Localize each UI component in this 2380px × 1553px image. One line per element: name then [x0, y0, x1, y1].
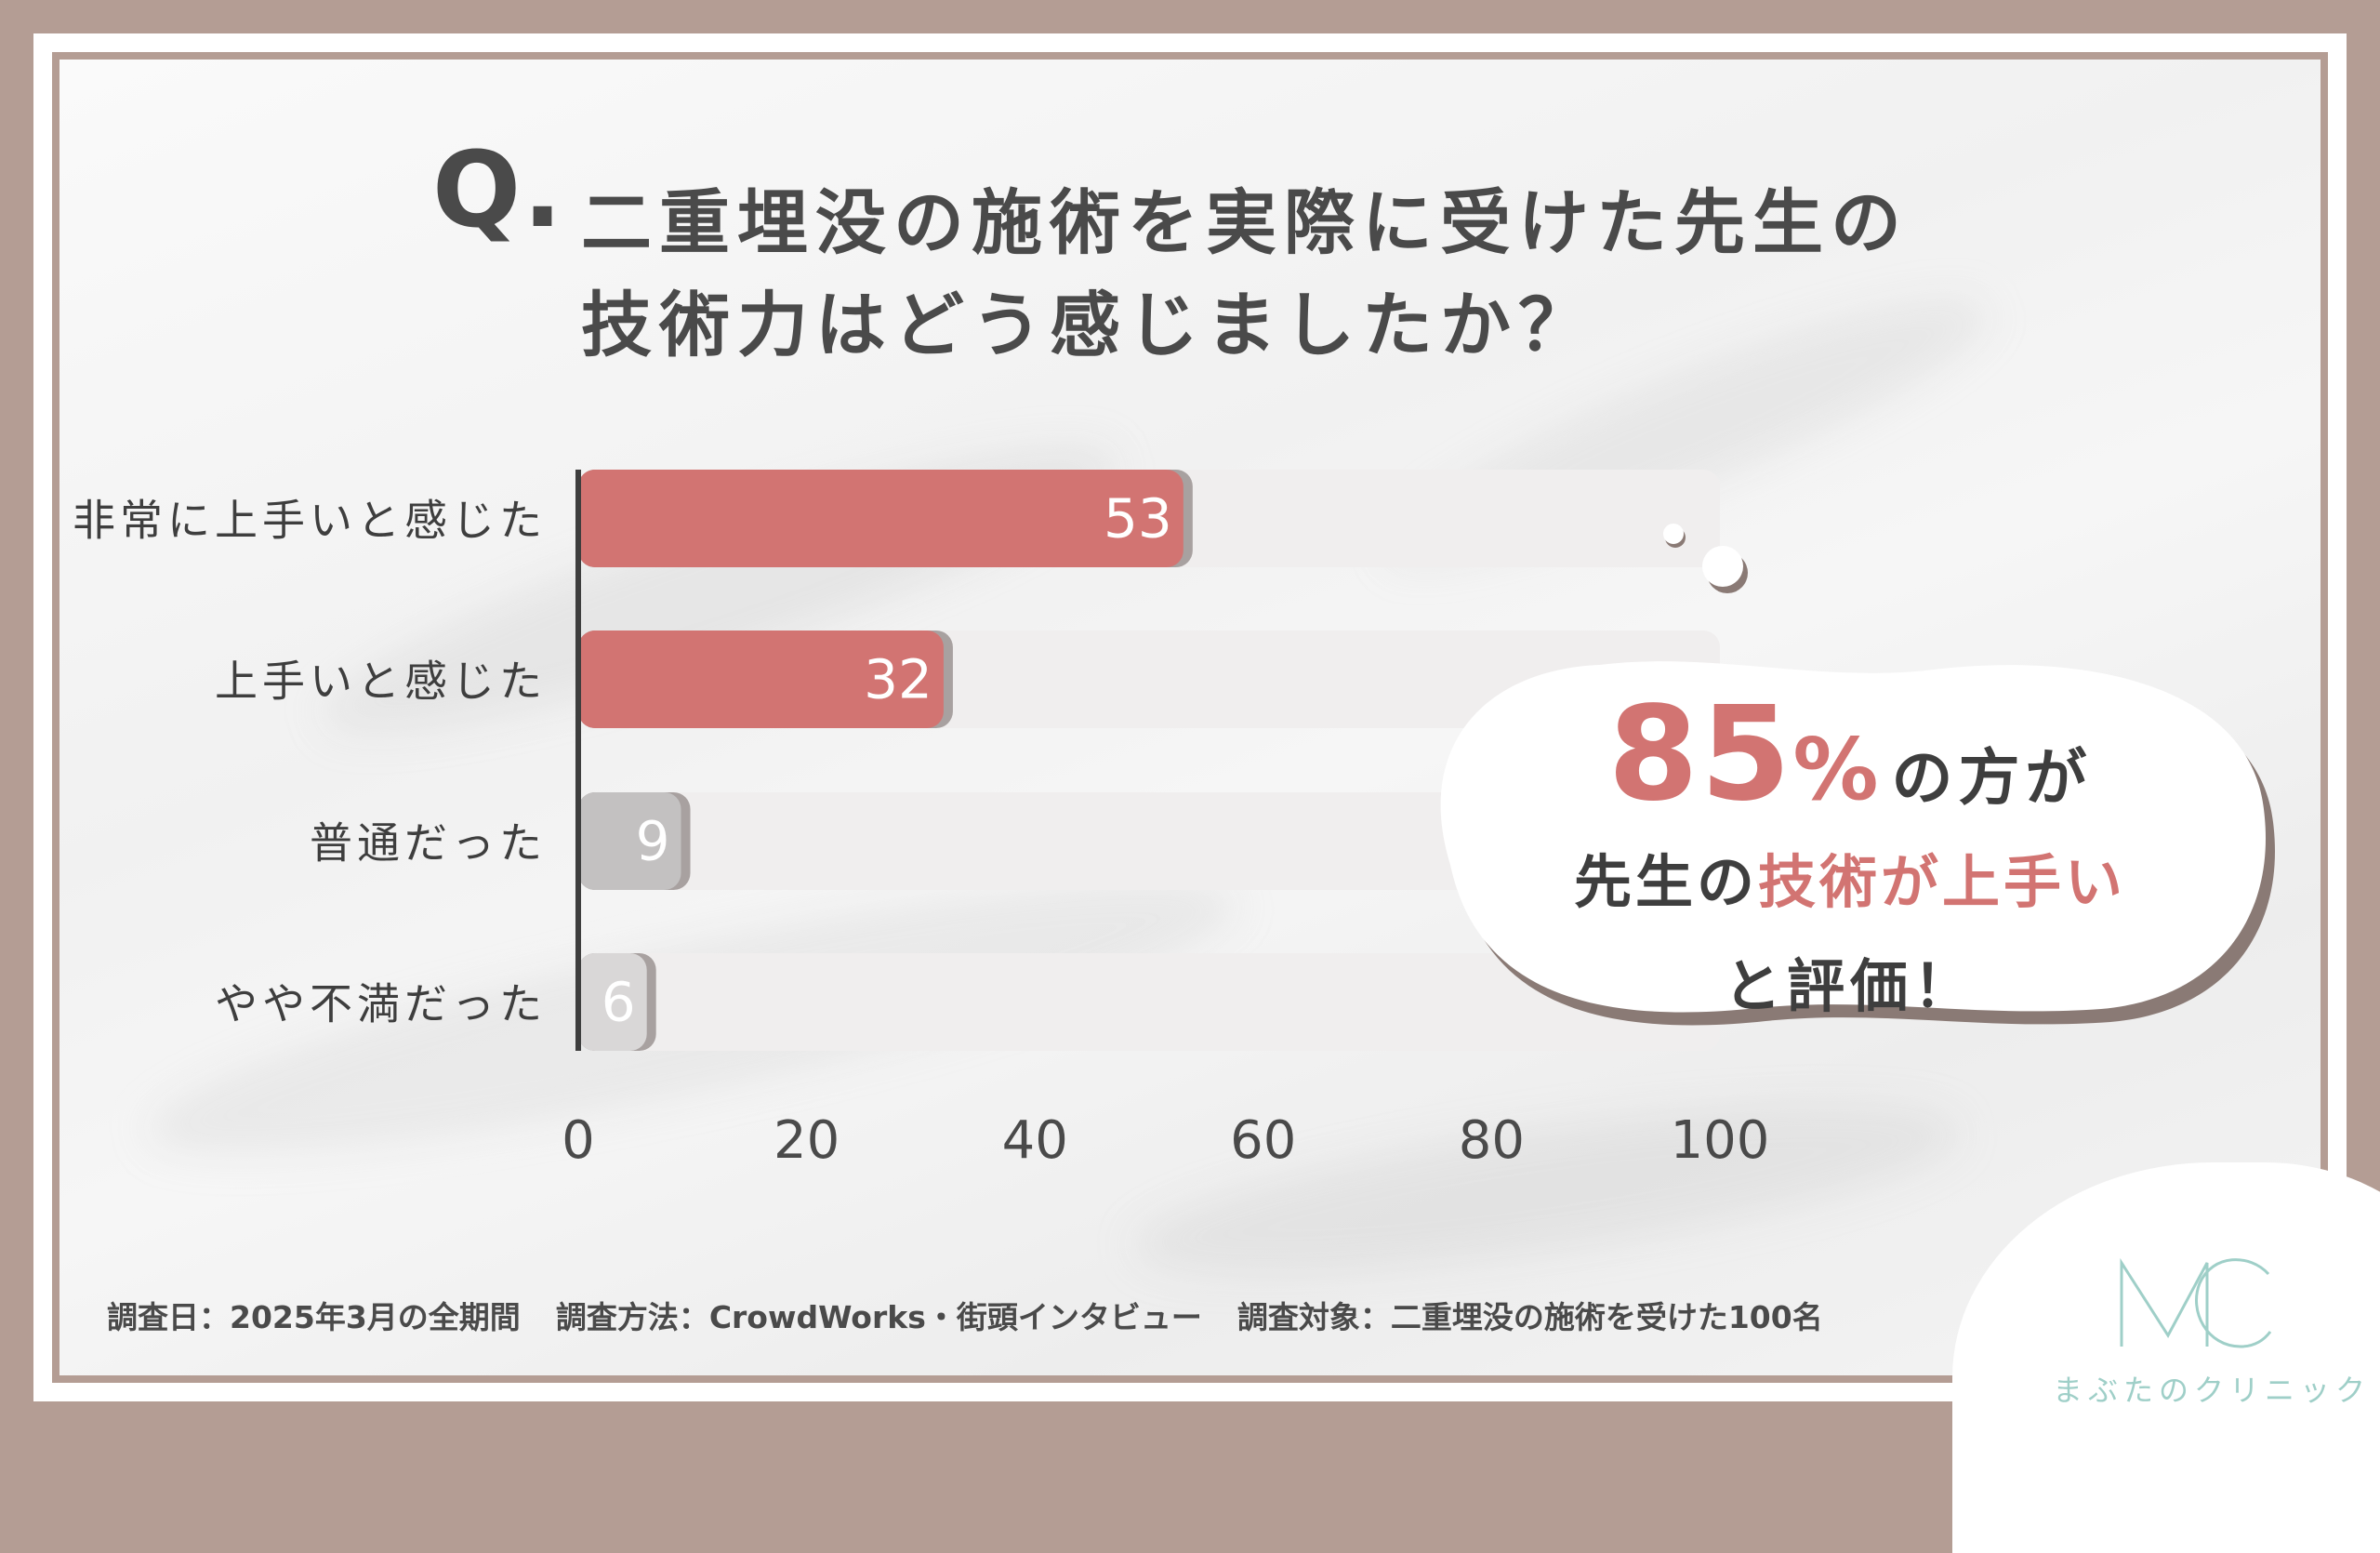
bubble-dot-small — [1663, 524, 1684, 544]
survey-footnote: 調査日：2025年3月の全期間 調査方法：CrowdWorks・街頭インタビュー調… — [107, 1293, 1858, 1337]
bar — [578, 792, 681, 890]
x-tick-label: 0 — [562, 1110, 595, 1171]
chart-title-line-2: 技術力はどう感じましたか？ — [581, 284, 1596, 366]
callout-line-1-tail: の方が — [1891, 742, 2093, 814]
x-axis-ticks: 0 20 40 60 80 100 — [562, 1110, 1769, 1171]
bar — [578, 630, 944, 728]
callout-line-3: と評価！ — [1723, 952, 1977, 1020]
clinic-logo-icon — [2120, 1257, 2272, 1348]
bar-value-label: 53 — [1104, 487, 1172, 551]
question-mark-label: Q. — [432, 130, 564, 251]
bar-track — [578, 792, 1720, 890]
chart-title-line-1: 二重埋没の施術を実際に受けた先生の — [581, 181, 1909, 264]
callout-line-2: 先生の技術が上手い — [1450, 835, 2250, 919]
clinic-name: まぶたのクリニック — [2053, 1373, 2372, 1408]
bars-group: 53 32 9 6 — [578, 470, 1193, 1051]
callout-text-plain: 先生の — [1573, 848, 1758, 916]
bar-value-label: 9 — [636, 810, 670, 873]
callout-text-accent: 技術 — [1757, 848, 1881, 916]
bubble-body — [1440, 661, 2267, 1013]
x-tick-label: 40 — [1002, 1110, 1068, 1171]
callout-text-accent: 上手い — [1942, 848, 2127, 916]
bar-track — [578, 953, 1720, 1051]
category-label: やや不満だった — [215, 979, 547, 1029]
bar-value-label: 32 — [864, 648, 932, 711]
bubble-dot-large — [1702, 546, 1743, 587]
x-tick-label: 20 — [774, 1110, 840, 1171]
category-label: 上手いと感じた — [215, 657, 547, 707]
callout-text-accent: が — [1881, 848, 1943, 916]
survey-date: 調査日：2025年3月の全期間 — [107, 1299, 521, 1335]
bar-value-label: 6 — [602, 971, 636, 1034]
category-label: 普通だった — [310, 818, 547, 869]
x-tick-label: 100 — [1671, 1110, 1770, 1171]
survey-target: 調査対象：二重埋没の施術を受けた100名 — [1236, 1299, 1823, 1335]
x-tick-label: 80 — [1459, 1110, 1525, 1171]
callout-text: 85% の方が 先生の技術が上手い と評価！ — [1450, 679, 2250, 1023]
survey-method: 調査方法：CrowdWorks・街頭インタビュー — [555, 1299, 1202, 1335]
speech-bubble — [1440, 524, 2276, 1026]
callout-percent-sign: % — [1792, 720, 1879, 819]
bar — [578, 470, 1183, 567]
category-label: 非常に上手いと感じた — [73, 496, 547, 546]
callout-percent-value: 85 — [1607, 679, 1793, 830]
bar — [578, 953, 647, 1051]
callout-line-1: 85% の方が — [1450, 679, 2250, 830]
x-tick-label: 60 — [1230, 1110, 1296, 1171]
